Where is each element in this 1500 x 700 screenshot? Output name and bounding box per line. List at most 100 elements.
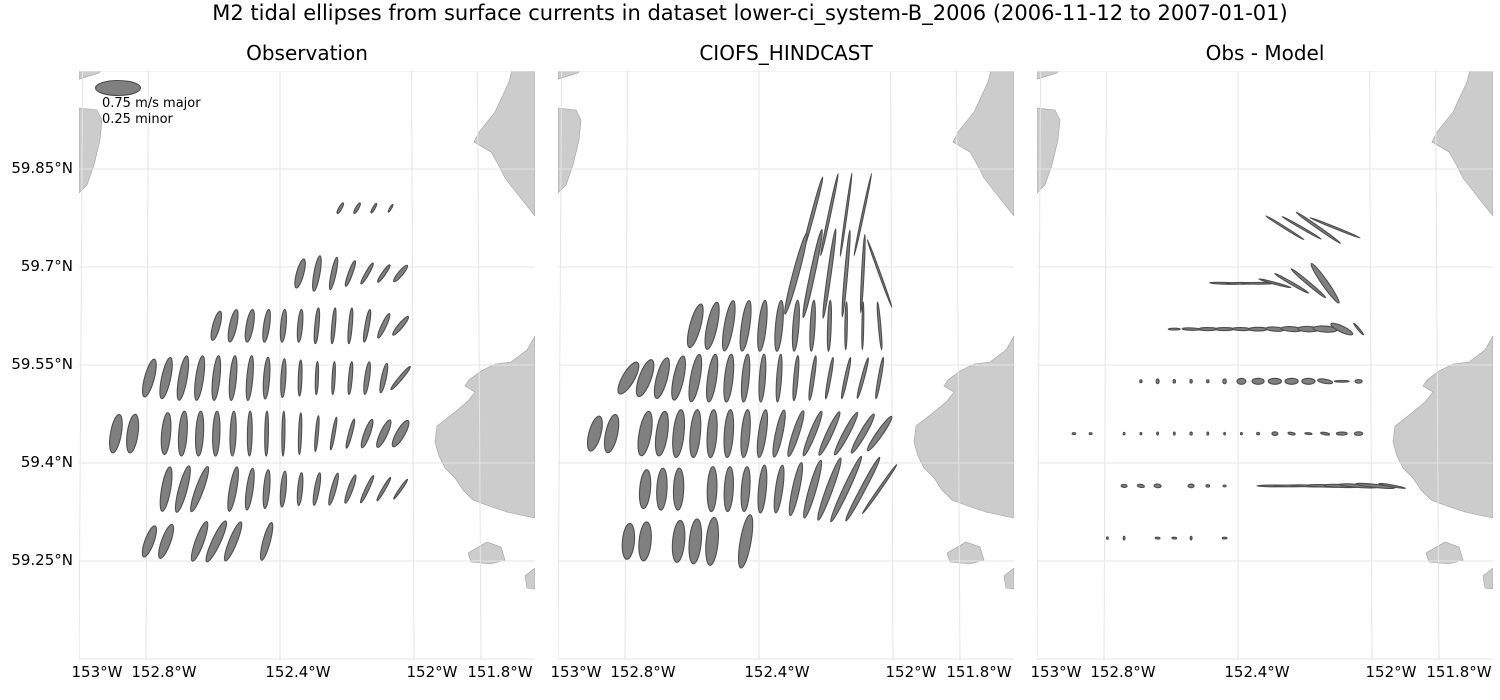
tidal-ellipse	[1171, 536, 1178, 540]
meridian-gridline	[411, 71, 415, 660]
tidal-ellipse	[1353, 322, 1365, 336]
tidal-ellipse	[296, 472, 304, 507]
land-area	[1003, 567, 1014, 590]
x-tick-label: 153°W	[71, 663, 123, 681]
tidal-ellipse	[223, 521, 243, 562]
y-tick-label: 59.55°N	[11, 355, 73, 373]
tidal-ellipse	[774, 299, 784, 352]
y-tick-label: 59.4°N	[20, 453, 73, 471]
map-panel	[1037, 71, 1493, 660]
tidal-ellipse	[723, 466, 734, 513]
x-tick-label: 153°W	[550, 663, 602, 681]
tidal-ellipse	[328, 256, 339, 291]
tidal-ellipse	[688, 518, 703, 565]
tidal-ellipse	[875, 356, 885, 400]
tidal-ellipse	[1284, 377, 1299, 385]
tidal-ellipse	[638, 469, 652, 510]
tidal-ellipse	[281, 410, 286, 457]
land-area	[1431, 71, 1493, 217]
meridian-gridline	[890, 71, 894, 660]
tidal-ellipse	[1120, 483, 1128, 488]
tidal-ellipse	[672, 467, 685, 511]
tidal-ellipse	[791, 299, 800, 352]
meridian-gridline	[1103, 71, 1107, 660]
tidal-ellipse	[737, 514, 754, 569]
x-tick-label: 152.4°W	[265, 663, 331, 681]
tidal-ellipse	[1317, 378, 1334, 385]
tidal-ellipse	[1354, 378, 1363, 384]
tidal-ellipse	[686, 303, 704, 349]
tidal-ellipse	[740, 466, 751, 513]
tidal-ellipse	[1189, 378, 1193, 384]
meridian-gridline	[624, 71, 628, 660]
y-tick-label: 59.85°N	[11, 159, 73, 177]
tidal-ellipse	[391, 419, 410, 448]
tidal-ellipse	[638, 521, 652, 562]
panel-title-observation: Observation	[246, 41, 368, 65]
tidal-ellipse	[1320, 431, 1331, 436]
tidal-ellipse	[1274, 272, 1310, 294]
tidal-ellipse	[141, 358, 157, 398]
tidal-ellipse	[314, 361, 320, 396]
tidal-ellipse	[347, 361, 354, 396]
tidal-ellipse	[1248, 326, 1268, 332]
tidal-ellipse	[845, 456, 881, 522]
tidal-ellipse	[211, 355, 222, 402]
tidal-ellipse	[820, 173, 839, 257]
tidal-ellipse	[244, 467, 255, 511]
tidal-ellipse	[176, 355, 190, 401]
tidal-ellipse	[1251, 377, 1265, 385]
tidal-ellipse	[158, 523, 175, 559]
tidal-ellipse	[244, 308, 255, 343]
tidal-ellipse	[803, 459, 823, 519]
tidal-ellipse	[830, 455, 863, 523]
land-area	[1425, 541, 1464, 565]
x-tick-label: 152°W	[406, 663, 458, 681]
tidal-ellipse	[739, 299, 752, 352]
tidal-ellipse	[1355, 482, 1396, 489]
tidal-ellipse	[1378, 482, 1406, 489]
tidal-ellipse	[1287, 431, 1296, 436]
tidal-ellipse	[294, 258, 306, 289]
x-tick-label: 152.4°W	[1224, 663, 1290, 681]
tidal-ellipse	[808, 355, 817, 401]
tidal-ellipse	[853, 173, 873, 257]
tidal-ellipse	[279, 308, 288, 343]
y-tick-label: 59.7°N	[20, 257, 73, 275]
meridian-gridline	[955, 71, 961, 660]
tidal-ellipse	[1122, 535, 1126, 541]
tidal-ellipse	[379, 362, 389, 394]
tidal-ellipse	[1301, 377, 1316, 385]
tidal-ellipse	[376, 476, 392, 502]
land-area	[1482, 567, 1493, 590]
tidal-ellipse	[1222, 484, 1227, 488]
tidal-ellipse	[775, 353, 783, 403]
tidal-ellipse	[1167, 327, 1181, 331]
tidal-ellipse	[740, 409, 751, 459]
tidal-ellipse	[262, 308, 271, 343]
tidal-ellipse	[758, 353, 767, 403]
tidal-ellipse	[773, 464, 785, 514]
tidal-ellipse	[756, 409, 769, 458]
tidal-ellipse	[1335, 431, 1348, 436]
legend-ellipse	[94, 79, 142, 97]
tidal-ellipse	[859, 234, 866, 313]
tidal-ellipse	[784, 232, 808, 315]
tidal-ellipse	[279, 470, 288, 508]
tidal-ellipse	[160, 412, 172, 456]
tidal-ellipse	[210, 310, 223, 341]
tidal-ellipse	[280, 358, 287, 399]
tidal-ellipse	[227, 466, 239, 512]
meridian-gridline	[1434, 71, 1440, 660]
tidal-ellipse	[757, 299, 768, 352]
tidal-ellipse	[688, 353, 703, 403]
tidal-ellipse	[314, 415, 320, 453]
tidal-ellipse	[856, 357, 869, 399]
tidal-ellipse	[212, 410, 221, 457]
tidal-ellipse	[635, 359, 655, 398]
tidal-ellipse	[1310, 263, 1340, 304]
tidal-ellipse	[802, 410, 823, 457]
tidal-ellipse	[1281, 215, 1322, 240]
tidal-ellipse	[227, 309, 239, 343]
tidal-ellipse	[637, 410, 653, 457]
